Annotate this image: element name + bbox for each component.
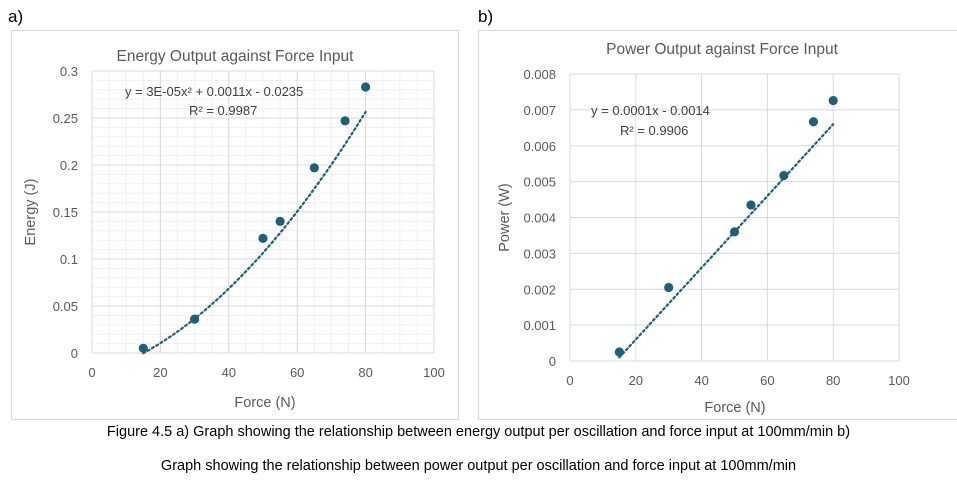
power-data-point: [779, 170, 789, 181]
energy-y-tick-label: 0.3: [60, 64, 78, 79]
energy-data-point: [340, 116, 350, 126]
power-data-point: [729, 227, 740, 237]
energy-r-squared: R² = 0.9987: [189, 103, 257, 118]
energy-chart-title: Energy Output against Force Input: [117, 48, 355, 65]
power-data-point: [828, 95, 838, 106]
power-y-tick-label: 0: [549, 354, 556, 369]
power-major-grid: [569, 73, 900, 362]
energy-trendline: [142, 110, 367, 355]
energy-y-tick-label: 0.05: [53, 299, 78, 314]
power-x-tick-label: 100: [888, 373, 910, 388]
energy-y-axis-label: Energy (J): [23, 179, 39, 246]
power-x-tick-label: 20: [629, 373, 643, 388]
power-y-tick-label: 0.004: [523, 211, 556, 226]
power-r-squared: R² = 0.9906: [620, 123, 688, 138]
energy-y-tick-label: 0.15: [53, 205, 78, 220]
power-y-tick-label: 0.005: [523, 175, 556, 190]
energy-data-point: [258, 233, 268, 243]
power-chart: 0 20 40 60 80 100 0 0.001 0.002 0.003 0.004 0.005 0.…: [497, 41, 910, 416]
energy-y-tick-label: 0.2: [60, 158, 78, 173]
power-y-tick-label: 0.007: [523, 103, 556, 118]
energy-y-tick-label: 0: [71, 346, 78, 361]
energy-x-axis-label: Force (N): [234, 395, 295, 411]
power-data-point: [614, 347, 624, 357]
panel-label-b: b): [478, 7, 494, 26]
power-data-point: [746, 200, 756, 210]
power-y-tick-label: 0.001: [523, 318, 556, 333]
power-chart-title: Power Output against Force Input: [606, 41, 838, 58]
power-x-tick-label: 60: [760, 373, 774, 388]
power-y-tick-label: 0.006: [523, 139, 556, 154]
panel-label-a: a): [8, 7, 24, 26]
energy-x-tick-label: 20: [153, 365, 167, 380]
energy-x-tick-label: 100: [423, 365, 445, 380]
energy-y-tick-label: 0.25: [53, 111, 78, 126]
energy-y-tick-label: 0.1: [60, 252, 78, 267]
figure-caption-line-1: Figure 4.5 a) Graph showing the relation…: [106, 424, 851, 440]
power-x-axis-label: Force (N): [704, 400, 765, 416]
energy-data-point: [190, 314, 200, 324]
energy-x-tick-label: 0: [88, 365, 95, 380]
energy-trendline-equation: y = 3E-05x² + 0.0011x - 0.0235: [125, 84, 303, 99]
power-trendline-equation: y = 0.0001x - 0.0014: [591, 103, 710, 118]
power-y-tick-label: 0.002: [523, 282, 556, 297]
energy-major-grid: [91, 70, 435, 354]
energy-x-tick-label: 80: [358, 365, 372, 380]
energy-data-point: [275, 216, 285, 226]
energy-data-point: [138, 343, 148, 353]
energy-x-tick-label: 60: [290, 365, 304, 380]
energy-chart-box: 0 20 40 60 80 100 0 0.05 0.1 0.15 0.2 0.25 0.3 Energy…: [11, 30, 459, 420]
power-y-tick-label: 0.003: [523, 246, 556, 261]
power-x-tick-label: 0: [566, 373, 573, 388]
energy-data-point: [361, 82, 371, 92]
power-y-axis-label: Power (W): [497, 183, 513, 251]
energy-data-point: [309, 163, 319, 173]
figure-caption-line-2: Graph showing the relationship between p…: [160, 458, 797, 474]
energy-chart: 0 20 40 60 80 100 0 0.05 0.1 0.15 0.2 0.25 0.3 Energy…: [23, 48, 445, 411]
power-x-tick-label: 80: [826, 373, 840, 388]
power-x-tick-label: 40: [694, 373, 708, 388]
energy-x-tick-label: 40: [222, 365, 236, 380]
power-data-point: [808, 117, 819, 127]
power-trendline: [618, 123, 835, 359]
power-data-point: [664, 282, 674, 293]
power-chart-box: 0 20 40 60 80 100 0 0.001 0.002 0.003 0.004 0.005 0.…: [478, 30, 957, 420]
power-y-tick-label: 0.008: [523, 67, 556, 82]
